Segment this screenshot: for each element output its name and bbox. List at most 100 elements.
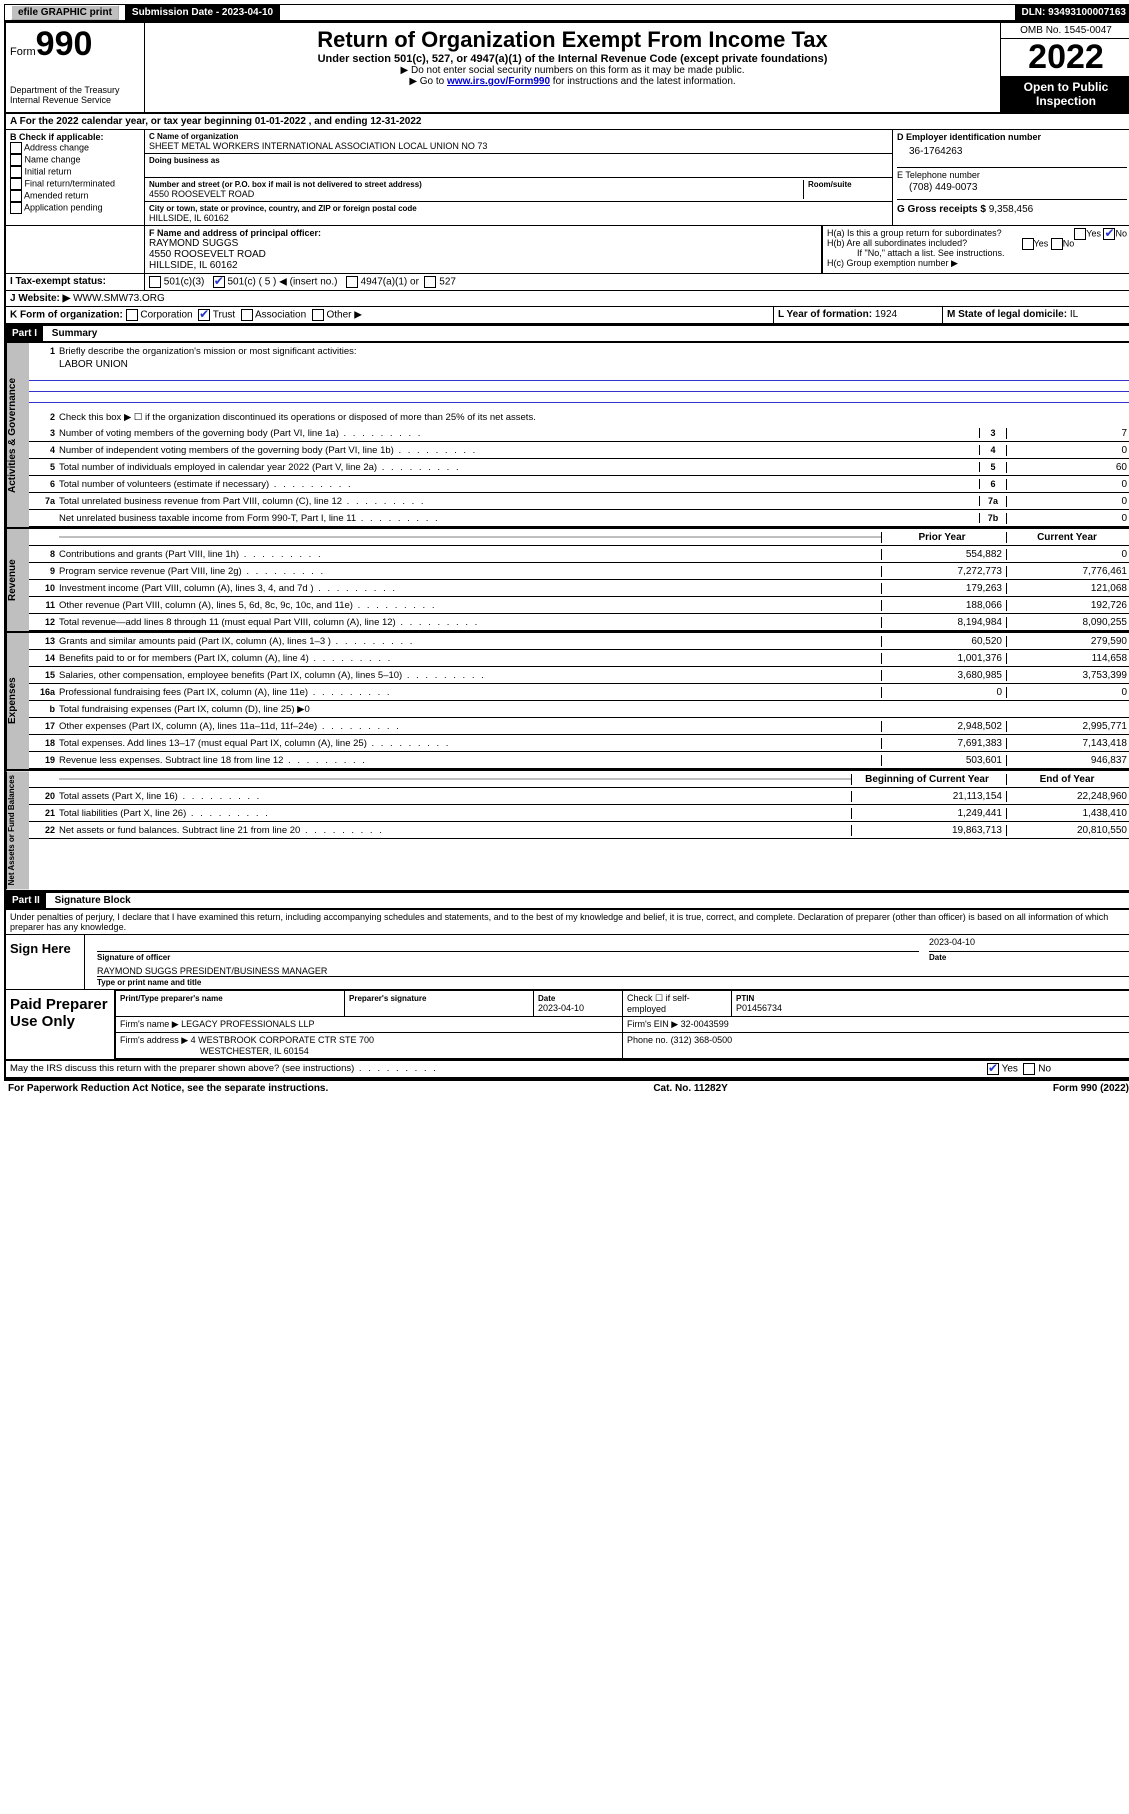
prep-name-label: Print/Type preparer's name — [120, 994, 223, 1003]
net-header: Beginning of Current Year End of Year — [29, 771, 1129, 788]
ein-value: 36-1764263 — [897, 142, 1127, 167]
opt-pending-label: Application pending — [24, 203, 103, 213]
opt-amended-label: Amended return — [24, 191, 89, 201]
col-end: End of Year — [1006, 774, 1129, 785]
discuss-row: May the IRS discuss this return with the… — [6, 1061, 1129, 1079]
page-footer: For Paperwork Reduction Act Notice, see … — [4, 1081, 1129, 1096]
l2-text: Check this box ▶ ☐ if the organization d… — [59, 411, 1129, 424]
form-title: Return of Organization Exempt From Incom… — [149, 27, 996, 53]
box-f: F Name and address of principal officer:… — [144, 226, 822, 273]
part1-tag: Part I — [6, 326, 43, 341]
form-header: Form990 Department of the Treasury Inter… — [6, 23, 1129, 114]
discuss-text: May the IRS discuss this return with the… — [10, 1063, 354, 1074]
opt-name-label: Name change — [25, 155, 81, 165]
line-1: 1 Briefly describe the organization's mi… — [29, 343, 1129, 359]
part1-title: Summary — [46, 328, 98, 339]
lbl-assoc: Association — [255, 310, 306, 321]
opt-amended[interactable]: Amended return — [10, 190, 140, 202]
officer-name: RAYMOND SUGGS — [149, 238, 817, 249]
j-label: J Website: ▶ — [10, 293, 70, 304]
org-name: SHEET METAL WORKERS INTERNATIONAL ASSOCI… — [149, 141, 888, 151]
preparer-table: Print/Type preparer's name Preparer's si… — [115, 990, 1129, 1059]
paid-label: Paid Preparer Use Only — [6, 990, 115, 1059]
firm-addr-label: Firm's address ▶ — [120, 1035, 188, 1045]
l-label: L Year of formation: — [778, 309, 872, 320]
opt-name[interactable]: Name change — [10, 154, 140, 166]
officer-addr: 4550 ROOSEVELT ROAD — [149, 249, 817, 260]
note-ssn: ▶ Do not enter social security numbers o… — [149, 65, 996, 76]
firm-ein: 32-0043599 — [681, 1019, 729, 1029]
box-c: C Name of organization SHEET METAL WORKE… — [145, 130, 892, 225]
exp-body: 13Grants and similar amounts paid (Part … — [29, 633, 1129, 769]
chk-4947[interactable] — [346, 276, 358, 288]
box-l: L Year of formation: 1924 — [774, 307, 943, 323]
pra-notice: For Paperwork Reduction Act Notice, see … — [8, 1083, 328, 1094]
vert-rev: Revenue — [6, 529, 29, 631]
col-prior: Prior Year — [881, 532, 1006, 543]
form-number: 990 — [36, 25, 93, 63]
perjury-text: Under penalties of perjury, I declare th… — [6, 910, 1129, 935]
chk-other[interactable] — [312, 309, 324, 321]
part2-tag: Part II — [6, 893, 46, 908]
cat-no: Cat. No. 11282Y — [653, 1083, 727, 1094]
chk-corp[interactable] — [126, 309, 138, 321]
firm-ein-label: Firm's EIN ▶ — [627, 1019, 678, 1029]
dba-label: Doing business as — [149, 156, 888, 165]
prep-date: 2023-04-10 — [538, 1003, 584, 1013]
dept-label: Department of the Treasury — [10, 85, 140, 95]
row-bcd: B Check if applicable: Address change Na… — [6, 130, 1129, 226]
m-label: M State of legal domicile: — [947, 309, 1067, 320]
rev-header: Prior Year Current Year — [29, 529, 1129, 546]
city-label: City or town, state or province, country… — [149, 204, 888, 213]
discuss-no[interactable] — [1023, 1063, 1035, 1075]
paid-preparer-block: Paid Preparer Use Only Print/Type prepar… — [6, 990, 1129, 1061]
k-label: K Form of organization: — [10, 310, 123, 321]
l-val: 1924 — [875, 309, 897, 320]
website-value: WWW.SMW73.ORG — [73, 293, 165, 304]
paid-body: Print/Type preparer's name Preparer's si… — [115, 990, 1129, 1059]
chk-assoc[interactable] — [241, 309, 253, 321]
phone-value: (708) 449-0073 — [897, 180, 1127, 199]
opt-pending[interactable]: Application pending — [10, 202, 140, 214]
gov-body: 1 Briefly describe the organization's mi… — [29, 343, 1129, 527]
hc-row: H(c) Group exemption number ▶ — [827, 258, 1127, 269]
irs-link[interactable]: www.irs.gov/Form990 — [447, 76, 550, 87]
opt-address[interactable]: Address change — [10, 142, 140, 154]
j-cell: J Website: ▶ WWW.SMW73.ORG — [6, 291, 1129, 306]
efile-button[interactable]: efile GRAPHIC print — [11, 5, 119, 20]
part1-header: Part I Summary — [6, 325, 1129, 343]
officer-label: F Name and address of principal officer: — [149, 228, 817, 238]
vert-net: Net Assets or Fund Balances — [6, 771, 29, 889]
firm-addr: 4 WESTBROOK CORPORATE CTR STE 700 — [191, 1035, 374, 1045]
chk-501c[interactable] — [213, 276, 225, 288]
opt-initial[interactable]: Initial return — [10, 166, 140, 178]
lbl-4947: 4947(a)(1) or — [361, 277, 419, 288]
col-begin: Beginning of Current Year — [851, 774, 1006, 785]
vert-gov: Activities & Governance — [6, 343, 29, 527]
discuss-yes[interactable] — [987, 1063, 999, 1075]
street-address: 4550 ROOSEVELT ROAD — [149, 189, 803, 199]
chk-527[interactable] — [424, 276, 436, 288]
top-bar: efile GRAPHIC print Submission Date - 20… — [4, 4, 1129, 21]
l1-text: Briefly describe the organization's miss… — [59, 345, 1129, 358]
lbl-527: 527 — [439, 277, 456, 288]
ptin-label: PTIN — [736, 994, 754, 1003]
form-word: Form — [10, 46, 36, 58]
section-a: A For the 2022 calendar year, or tax yea… — [6, 114, 1129, 130]
opt-final-label: Final return/terminated — [25, 179, 116, 189]
chk-501c3[interactable] — [149, 276, 161, 288]
exp-section: Expenses 13Grants and similar amounts pa… — [6, 633, 1129, 771]
net-section: Net Assets or Fund Balances Beginning of… — [6, 771, 1129, 891]
row-i: I Tax-exempt status: 501(c)(3) 501(c) ( … — [6, 274, 1129, 291]
chk-trust[interactable] — [198, 309, 210, 321]
opt-final[interactable]: Final return/terminated — [10, 178, 140, 190]
ein-label: D Employer identification number — [897, 132, 1127, 142]
mission-text: LABOR UNION — [29, 359, 1129, 370]
gov-section: Activities & Governance 1 Briefly descri… — [6, 343, 1129, 529]
box-b: B Check if applicable: Address change Na… — [6, 130, 145, 225]
m-val: IL — [1070, 309, 1078, 320]
header-left: Form990 Department of the Treasury Inter… — [6, 23, 145, 112]
opt-address-label: Address change — [24, 143, 89, 153]
lbl-501c3: 501(c)(3) — [164, 277, 205, 288]
type-name-label: Type or print name and title — [97, 978, 201, 987]
